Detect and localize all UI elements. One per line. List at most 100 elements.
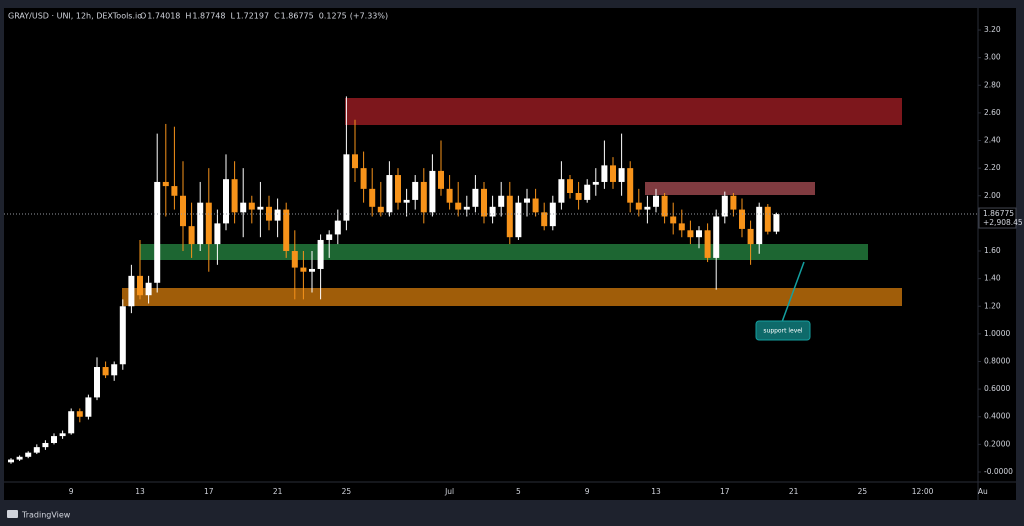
candle-body <box>489 206 496 217</box>
candle-body <box>420 181 427 213</box>
candle-body <box>687 230 694 238</box>
candle-body <box>42 442 49 448</box>
candle-body <box>33 447 40 453</box>
candle-body <box>197 202 204 245</box>
ohlc-value: 1.72197 <box>236 12 269 21</box>
candle-body <box>326 234 333 240</box>
candle-body <box>532 198 539 213</box>
x-tick-label: Jul <box>444 487 454 496</box>
change: 0.1275 <box>319 12 347 21</box>
x-tick-label: Au <box>978 487 988 496</box>
y-tick-label: 0.2000 <box>984 439 1010 448</box>
ohlc-value: 1.86775 <box>281 12 314 21</box>
plot <box>4 96 978 464</box>
x-tick-label: 9 <box>585 487 590 496</box>
candle-body <box>119 306 126 365</box>
candle-body <box>16 456 23 460</box>
candle-body <box>386 175 393 213</box>
candle-body <box>592 181 599 185</box>
x-tick-label: 25 <box>858 487 868 496</box>
candle-body <box>377 206 384 213</box>
annotation-box <box>755 320 811 341</box>
x-tick-label: 21 <box>273 487 283 496</box>
candle-body <box>670 216 677 224</box>
candle-body <box>309 268 315 272</box>
candle-body <box>395 175 401 203</box>
candle-body <box>506 195 513 238</box>
candle-body <box>94 367 100 398</box>
y-tick-label: 1.60 <box>984 246 1001 255</box>
candle-body <box>704 230 711 258</box>
brand: TradingView <box>21 511 71 520</box>
candle-body <box>317 239 324 269</box>
candle-body <box>343 154 350 221</box>
candle-body <box>111 364 118 376</box>
y-tick-label: 0.4000 <box>984 412 1010 421</box>
candle-body <box>721 195 728 217</box>
y-tick-label: 3.20 <box>984 25 1001 34</box>
candle-body <box>627 168 634 203</box>
candle-body <box>403 199 410 203</box>
ohlc-header: O 1.74018 H 1.87748 L 1.72197 C 1.86775 0.1275 (+… <box>140 12 388 21</box>
candle-body <box>739 209 745 229</box>
y-tick-label: -0.0000 <box>984 467 1013 476</box>
x-tick-label: 12:00 <box>912 487 934 496</box>
candle-body <box>300 267 307 272</box>
candle-body <box>429 170 436 213</box>
candle-body <box>214 223 221 245</box>
candle-body <box>283 209 290 252</box>
candle-body <box>171 186 178 196</box>
candle-body <box>644 206 651 210</box>
candle-body <box>248 202 255 210</box>
candle-body <box>713 216 720 258</box>
candle-body <box>567 179 573 194</box>
candle-body <box>558 179 565 203</box>
candle-body <box>240 202 247 213</box>
ohlc-key: C <box>274 12 280 21</box>
candle-body <box>498 195 505 207</box>
ohlc-key: H <box>185 12 191 21</box>
candle-body <box>51 436 57 443</box>
candle-body <box>188 226 195 245</box>
candle-body <box>541 212 548 227</box>
candle-body <box>515 202 522 238</box>
last-price-change: +2,908.45 <box>983 218 1023 227</box>
last-price-box <box>978 207 1017 229</box>
candle-body <box>575 193 582 200</box>
x-tick-label: 25 <box>342 487 352 496</box>
candle-body <box>446 188 453 203</box>
candle-body <box>25 452 32 457</box>
x-tick-label: 5 <box>516 487 521 496</box>
candle-body <box>524 198 530 203</box>
ohlc-value: 1.87748 <box>192 12 225 21</box>
candle-body <box>773 214 780 232</box>
candle-body <box>291 251 298 268</box>
candle-body <box>481 188 487 217</box>
x-tick-label: 13 <box>135 487 145 496</box>
ohlc-value: 1.74018 <box>147 12 180 21</box>
candle-body <box>730 195 737 210</box>
candle-body <box>455 202 462 210</box>
candle-body <box>412 181 419 200</box>
ohlc-key: L <box>231 12 236 21</box>
candle-body <box>59 433 66 437</box>
support-zone-lower <box>122 288 902 306</box>
x-tick-label: 13 <box>651 487 661 496</box>
candle-body <box>231 179 238 213</box>
candle-body <box>137 275 143 296</box>
candle-body <box>601 165 608 182</box>
candle-body <box>549 202 556 227</box>
change-pct: (+7.33%) <box>350 12 388 21</box>
candle-body <box>369 188 376 207</box>
y-tick-label: 1.20 <box>984 301 1001 310</box>
candle-body <box>610 165 616 182</box>
candle-body <box>68 411 75 434</box>
candle-body <box>257 206 264 210</box>
brand-logo <box>7 510 18 518</box>
candle-body <box>352 154 358 169</box>
symbol: GRAY/USD · UNI, 12h, DEXTools.io <box>8 12 142 21</box>
candle-body <box>180 195 186 227</box>
candle-body <box>438 170 444 189</box>
candle-body <box>747 228 754 245</box>
